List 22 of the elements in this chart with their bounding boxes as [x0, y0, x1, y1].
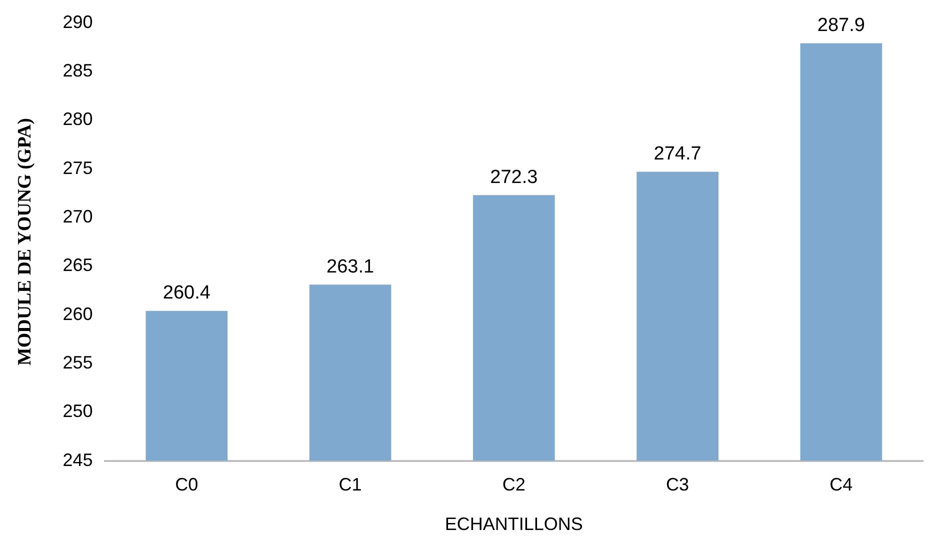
y-tick-label: 250 [62, 401, 93, 422]
y-tick-label: 280 [62, 109, 93, 130]
x-tick-label: C0 [175, 474, 198, 495]
x-tick-label: C3 [666, 474, 690, 495]
y-tick-label: 290 [62, 12, 93, 32]
data-label: 287.9 [817, 14, 865, 36]
x-tick-label: C2 [502, 474, 526, 495]
x-tick-label: C4 [830, 474, 853, 495]
y-tick-label: 275 [62, 158, 93, 178]
data-label: 272.3 [490, 166, 538, 188]
y-tick-label: 245 [62, 450, 93, 470]
y-tick-label: 260 [62, 304, 93, 324]
data-label: 263.1 [326, 256, 374, 278]
y-tick-label: 255 [62, 352, 93, 372]
y-tick-label: 270 [62, 206, 93, 226]
y-axis-title: MODULE DE YOUNG (GPA) [14, 118, 36, 366]
x-tick-label: C1 [338, 474, 362, 495]
y-tick-label: 265 [62, 255, 93, 276]
y-tick-label: 285 [62, 60, 93, 80]
data-label: 260.4 [162, 282, 211, 304]
x-axis-title: ECHANTILLONS [444, 514, 583, 534]
data-label: 274.7 [654, 143, 702, 164]
